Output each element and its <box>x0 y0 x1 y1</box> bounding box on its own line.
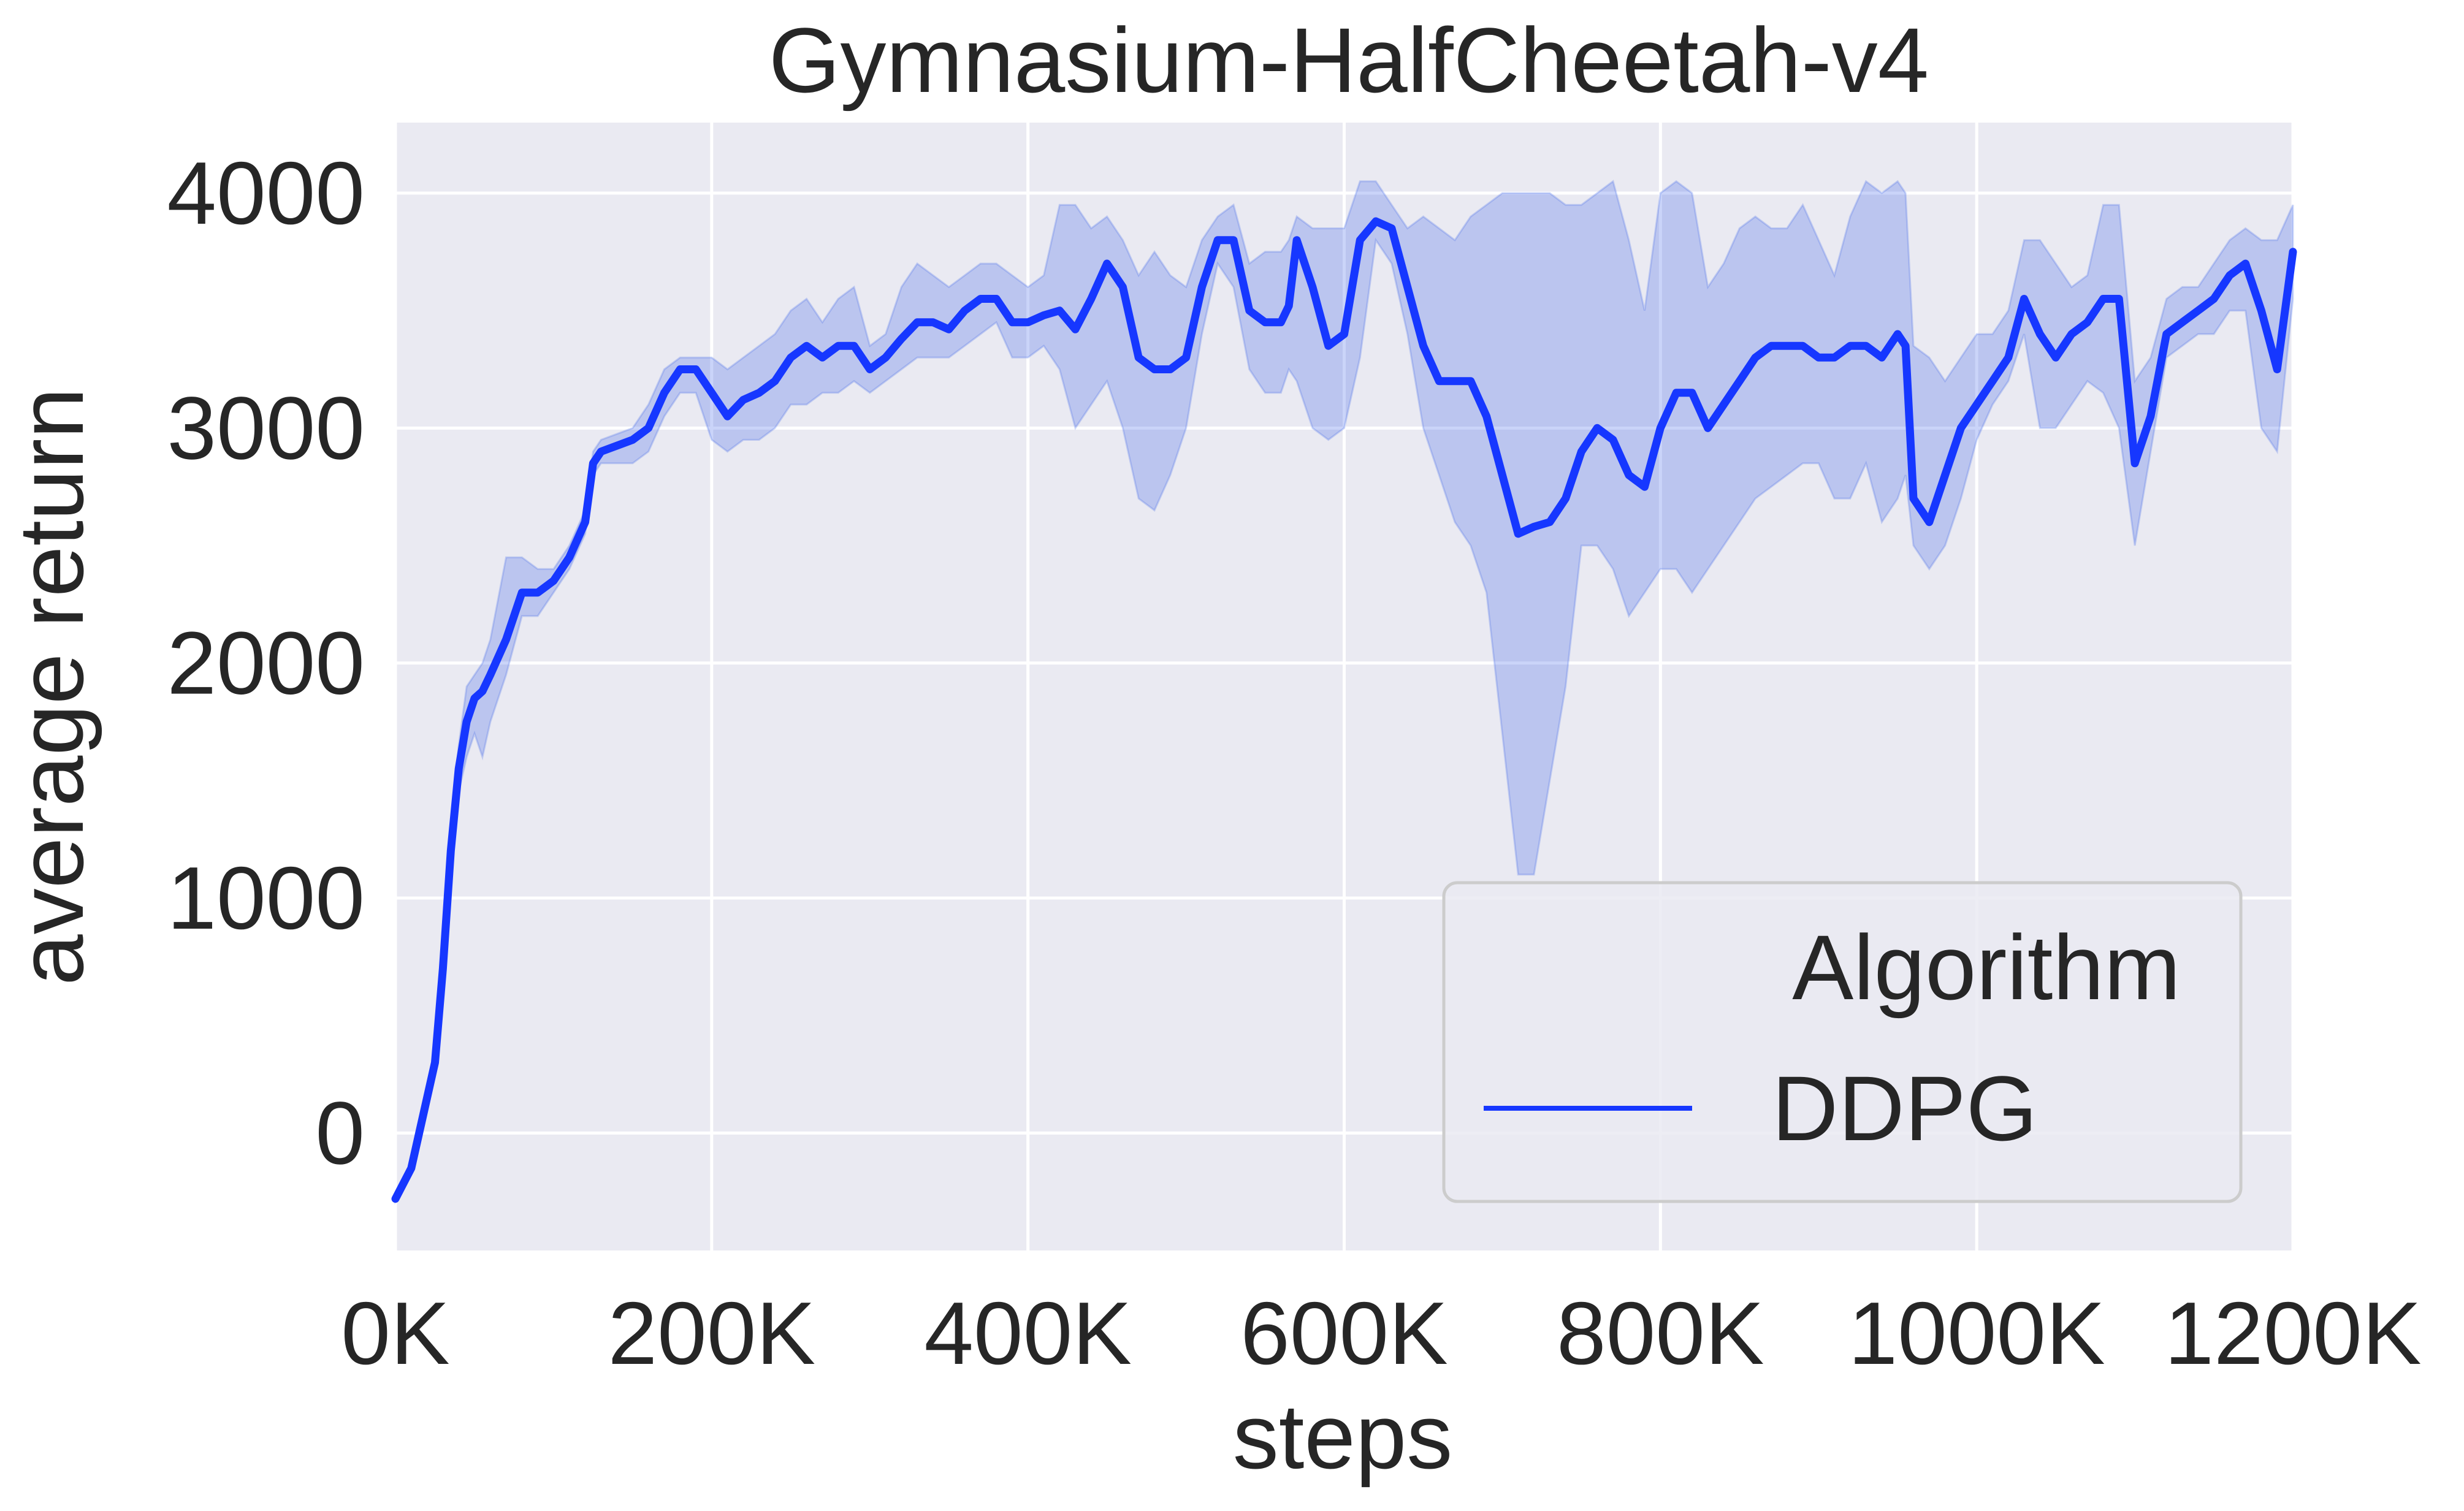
y-tick-label: 4000 <box>167 143 365 243</box>
legend: Algorithm DDPG <box>1442 881 2243 1203</box>
x-tick-label: 0K <box>341 1284 449 1383</box>
x-tick-label: 200K <box>608 1284 816 1383</box>
x-tick-label: 600K <box>1240 1284 1448 1383</box>
x-tick-label: 800K <box>1557 1284 1764 1383</box>
chart-title: Gymnasium-HalfCheetah-v4 <box>769 9 1929 112</box>
y-tick-label: 0 <box>315 1083 365 1182</box>
x-tick-label: 1000K <box>1848 1284 2105 1383</box>
ddpg-mean-line <box>391 217 2297 1203</box>
x-axis-label: steps <box>1233 1385 1453 1488</box>
legend-box <box>1442 881 2243 1203</box>
y-tick-label: 1000 <box>167 848 365 948</box>
y-axis-ticks: 0 1000 2000 3000 4000 <box>167 143 365 1182</box>
x-tick-label: 400K <box>924 1284 1132 1383</box>
x-tick-label: 1200K <box>2164 1284 2421 1383</box>
legend-title: Algorithm <box>1792 916 2181 1019</box>
y-tick-label: 3000 <box>167 378 365 478</box>
ddpg-confidence-band <box>394 180 2294 1205</box>
y-axis-label: average return <box>0 387 102 986</box>
legend-label-ddpg: DDPG <box>1772 1057 2037 1160</box>
y-tick-label: 2000 <box>167 614 365 713</box>
x-axis-ticks: 0K 200K 400K 600K 800K 1000K 1200K <box>341 1284 2421 1383</box>
